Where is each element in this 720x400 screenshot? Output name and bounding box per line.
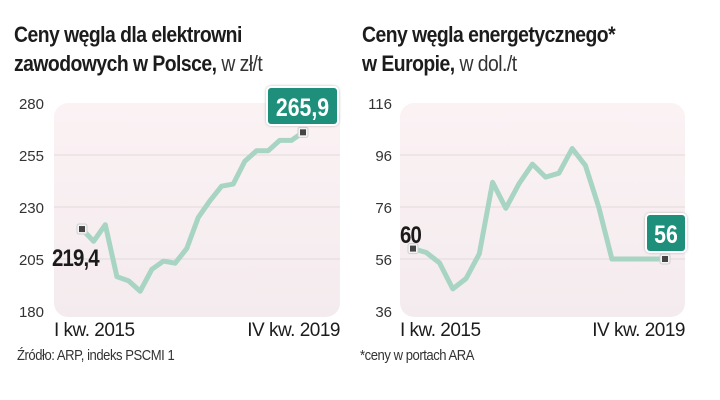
end-marker (300, 129, 306, 136)
left-source-note: Źródło: ARP, indeks PSCMI 1 (17, 348, 175, 364)
left-title-unit: w zł/t (216, 51, 263, 76)
start-marker (410, 245, 416, 252)
plot-background (400, 103, 685, 317)
start-value-label: 219,4 (52, 244, 100, 271)
right-chart: 116 96 76 56 36 I kw. 2015 IV kw. 2019 60 56 (368, 96, 687, 341)
left-title-line1: Ceny węgla dla elektrowni (14, 22, 242, 47)
right-title-line1: Ceny węgla energetycznego* (362, 22, 616, 47)
left-title-line2: zawodowych w Polsce, w zł/t (14, 49, 263, 78)
right-footnote: *ceny w portach ARA (360, 348, 475, 364)
y-tick-label: 36 (375, 304, 392, 321)
y-tick-label: 76 (375, 200, 392, 217)
y-tick-label: 230 (19, 200, 44, 217)
y-tick-label: 56 (375, 252, 392, 269)
right-title-bold: w Europie, (362, 51, 455, 76)
left-title-bold: zawodowych w Polsce, (14, 51, 217, 76)
end-value-badge (647, 215, 685, 251)
end-value-badge (268, 88, 337, 124)
y-tick-label: 96 (375, 148, 392, 165)
y-tick-label: 116 (368, 96, 392, 113)
end-value-label: 265,9 (276, 93, 329, 121)
y-tick-label: 180 (19, 304, 44, 321)
right-chart-title: Ceny węgla energetycznego* w Europie, w … (362, 20, 616, 78)
x-axis-label: I kw. 2015 (400, 320, 481, 341)
start-value-label: 60 (400, 221, 421, 248)
plot-background (54, 103, 340, 317)
y-tick-label: 255 (19, 148, 44, 165)
right-title-line2: w Europie, w dol./t (362, 49, 615, 78)
y-tick-label: 280 (19, 96, 44, 113)
left-chart: 280 255 230 205 180 I kw. 2015 IV kw. 2019 219,… (19, 86, 341, 341)
end-value-label: 56 (654, 220, 678, 248)
left-chart-title: Ceny węgla dla elektrowni zawodowych w P… (14, 20, 263, 78)
x-axis-label: IV kw. 2019 (592, 320, 685, 341)
start-marker (79, 226, 85, 233)
right-title-unit: w dol./t (454, 51, 517, 76)
x-axis-label: I kw. 2015 (54, 320, 135, 341)
series-line (79, 129, 306, 294)
y-tick-label: 205 (19, 252, 44, 269)
x-axis-label: IV kw. 2019 (247, 320, 340, 341)
end-marker (662, 256, 668, 262)
series-line (410, 146, 668, 292)
